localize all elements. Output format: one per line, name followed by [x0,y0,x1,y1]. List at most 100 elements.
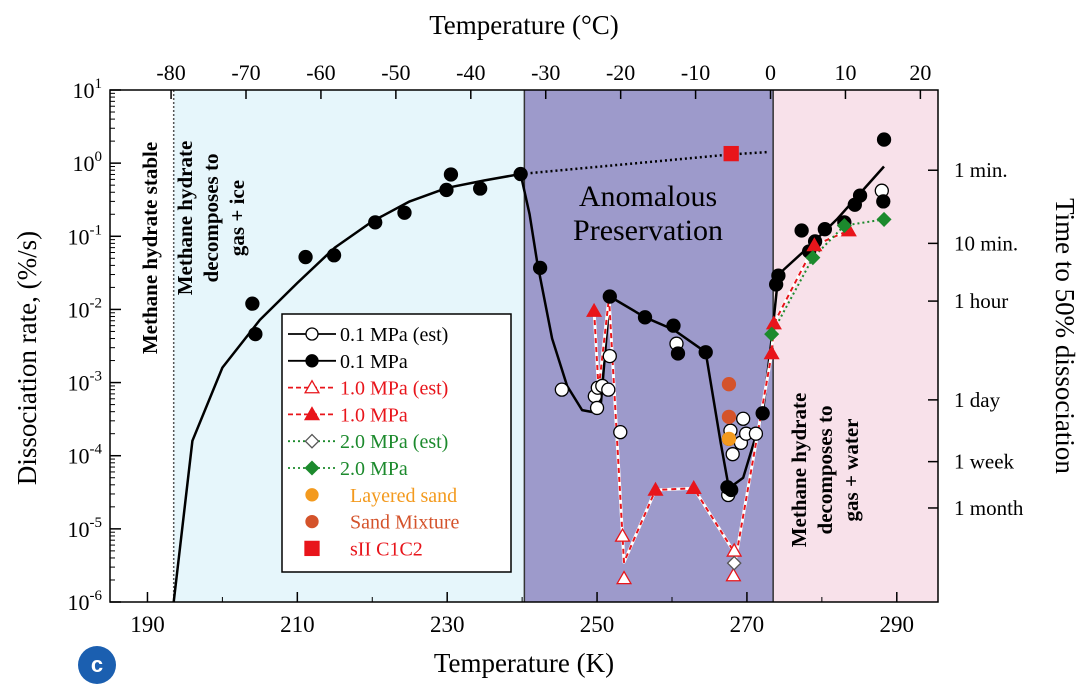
point-sand-mixture [721,377,737,392]
top-tick-label: -30 [531,60,560,85]
legend-label-1-0-mpa-est: 1.0 MPa (est) [340,378,448,400]
point-1-0-mpa [647,481,664,496]
x-tick-label: 210 [280,612,315,637]
right-tick-label: 1 week [954,450,1015,474]
legend-label-0-1-mpa-est: 0.1 MPa (est) [340,324,448,346]
legend-label-2-0-mpa: 2.0 MPa [340,458,408,480]
right-tick-label: 10 min. [954,231,1018,255]
point-0-1-mpa [397,205,412,220]
top-tick-label: 10 [834,60,856,85]
legend-marker-layered-sand [305,488,319,502]
water-region-label-line: Methane hydrate [787,393,811,548]
water-region-label-line: decomposes to [813,406,837,535]
x-tick-label: 190 [130,612,165,637]
ice-region-label-line: Methane hydrate [173,141,197,296]
x-axis-title: Temperature (K) [434,648,614,678]
point-0-1-mpa [245,296,260,311]
point-0-1-mpa-est [748,426,764,441]
point-2-0-mpa-est [726,555,742,571]
point-1-0-mpa [806,237,823,252]
point-0-1-mpa [248,326,263,342]
point-2-0-mpa [805,250,821,266]
point-1-0-mpa-est [616,570,633,585]
legend-label-0-1-mpa: 0.1 MPa [340,351,408,373]
point-0-1-mpa [852,188,868,203]
top-tick-label: -20 [606,60,635,85]
legend-box [281,313,512,573]
legend-marker-2-0-mpa [304,460,320,476]
region-2 [773,90,938,602]
point-2-0-mpa [836,218,852,234]
y-tick-label: 10-5 [68,515,103,542]
point-0-1-mpa [368,215,383,230]
point-1-0-mpa [685,479,702,494]
point-1-0-mpa [763,345,780,360]
water-region-label-line: gas + water [839,419,863,522]
legend-marker-0-1-mpa-est [305,327,319,341]
point-1-0-mpa-est [725,567,742,582]
curve-dotted-black [520,150,770,176]
legend-marker-sand-mixture [305,514,319,529]
point-2-0-mpa [764,326,780,342]
top-tick-label: -10 [681,60,710,85]
point-0-1-mpa-est [736,411,751,426]
y-tick-label: 10-2 [68,295,103,322]
point-0-1-mpa [443,167,459,182]
legend-label-sii-c1c2: sII C1C2 [350,538,423,560]
point-sii-c1c2 [723,145,739,162]
point-0-1-mpa-est [725,447,740,462]
preservation-label-line: Anomalous [579,180,717,213]
top-tick-label: -80 [156,60,185,85]
top-tick-label: -40 [456,60,485,85]
y-axis-title: Dissociation rate, (%/s) [12,231,42,485]
top-axis-title: Temperature (°C) [429,10,619,40]
point-0-1-mpa-est [601,382,616,397]
top-tick-label: -50 [381,60,410,85]
right-tick-label: 1 month [954,496,1024,520]
stable-region-label: Methane hydrate stable [138,142,162,354]
right-axis-title: Time to 50% dissociation [1050,198,1080,474]
ice-region-label-line: gas + ice [225,180,249,256]
y-tick-label: 100 [73,149,103,176]
right-tick-label: 1 day [954,388,1001,412]
point-layered-sand [721,431,737,447]
y-tick-label: 101 [73,76,103,103]
legend-marker-2-0-mpa-est [304,433,320,449]
point-0-1-mpa [666,318,681,333]
top-tick-label: 0 [765,60,776,85]
point-0-1-mpa [637,310,653,325]
point-0-1-mpa [670,346,686,361]
legend-marker-sii-c1c2 [304,540,320,557]
point-0-1-mpa [771,268,786,283]
region-1 [524,90,774,602]
ice-region-label-line: decomposes to [199,154,223,283]
top-tick-label: -70 [231,60,260,85]
legend-label-2-0-mpa-est: 2.0 MPa (est) [340,431,448,453]
y-tick-label: 10-1 [68,222,103,249]
point-0-1-mpa [473,181,488,196]
legend-label-sand-mixture: Sand Mixture [350,512,460,534]
top-tick-label: 20 [909,60,931,85]
point-0-1-mpa [876,132,892,147]
point-1-0-mpa [586,302,603,317]
point-1-0-mpa-est [614,527,631,542]
point-0-1-mpa [602,289,617,304]
plot-frame [109,89,939,603]
point-2-0-mpa [876,211,892,227]
point-1-0-mpa [765,315,782,330]
point-0-1-mpa [513,166,528,182]
x-tick-label: 230 [430,612,465,637]
point-0-1-mpa-est [613,424,628,440]
right-tick-label: 1 min. [954,158,1008,182]
y-tick-label: 10-3 [68,369,103,396]
legend-marker-0-1-mpa [305,354,319,368]
point-0-1-mpa-est [602,348,617,364]
x-tick-label: 290 [880,612,915,637]
point-0-1-mpa-est [554,382,569,397]
point-sand-mixture [721,409,737,424]
point-0-1-mpa [876,194,891,209]
point-0-1-mpa [817,222,833,237]
point-0-1-mpa [794,223,809,238]
